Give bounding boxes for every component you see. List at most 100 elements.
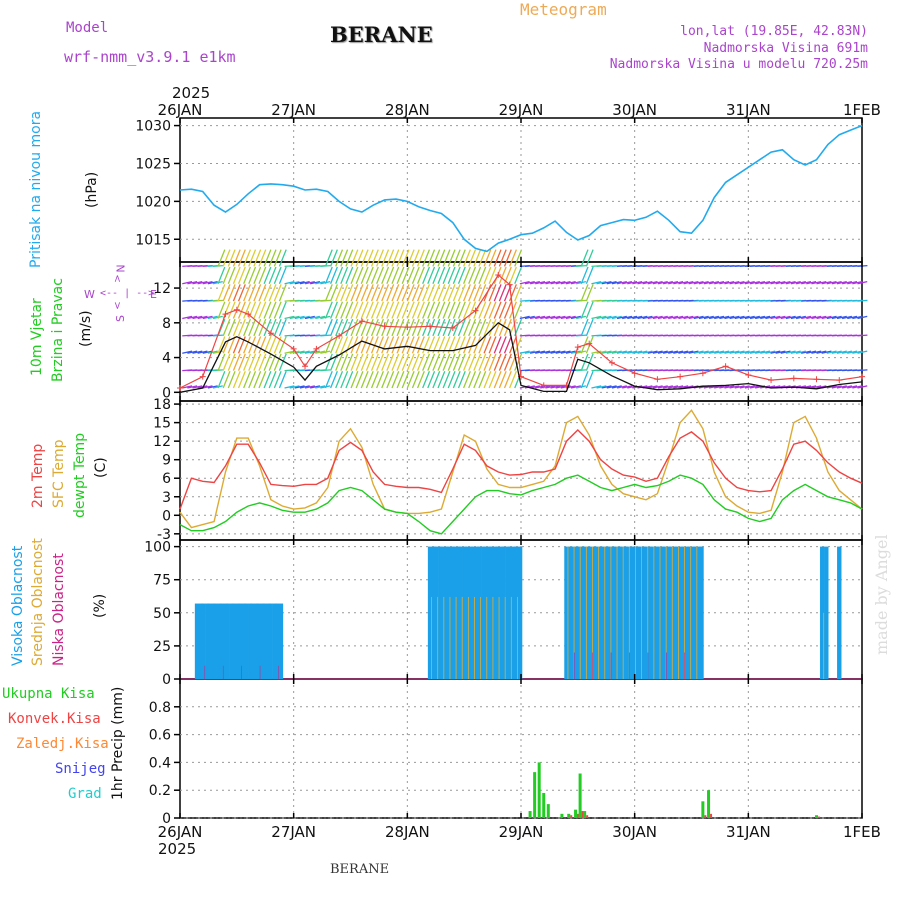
wind-arrow xyxy=(350,336,359,354)
wind-arrow xyxy=(627,315,638,320)
wind-arrow xyxy=(580,318,589,337)
wind-arrow xyxy=(468,318,477,337)
wind-arrow xyxy=(841,315,853,320)
wind-compass: N > W E <-- | --> < S xyxy=(84,262,164,324)
top-date-tick: 30JAN xyxy=(612,101,657,119)
wind-arrow xyxy=(724,315,735,320)
y-tick-label: 0.4 xyxy=(149,755,171,771)
wind-arrow xyxy=(335,318,344,337)
wind-arrow xyxy=(350,371,359,389)
wind-arrow xyxy=(457,336,466,354)
wind-arrow xyxy=(452,284,461,302)
precip-legend-conv: Konvek.Kisa xyxy=(8,711,101,727)
wind-arrow xyxy=(217,301,226,319)
wind-arrow xyxy=(847,281,858,285)
wind-arrow xyxy=(483,318,492,337)
wind-arrow xyxy=(514,249,523,267)
wind-arrow xyxy=(278,318,287,337)
wind-arrow xyxy=(627,281,638,285)
y-tick-label: 8 xyxy=(162,316,171,332)
wind-arrow xyxy=(427,353,436,371)
wind-arrow xyxy=(310,350,321,354)
wind-arrow xyxy=(330,318,338,337)
precip-bar-total xyxy=(707,790,711,818)
wind-arrow xyxy=(258,249,267,267)
wind-gust-point xyxy=(654,376,661,383)
wind-arrow xyxy=(847,385,858,389)
wind-arrow xyxy=(503,336,512,354)
cloud-bar-high xyxy=(680,546,686,679)
precip-bar-conv xyxy=(710,813,713,818)
wind-arrow xyxy=(355,336,364,354)
wind-arrow xyxy=(350,301,359,319)
wind-arrow xyxy=(606,385,617,389)
wind-arrow xyxy=(427,371,436,389)
wind-arrow xyxy=(432,249,441,267)
wind-gust-point xyxy=(267,330,274,337)
wind-arrow xyxy=(360,353,369,371)
wind-arrow xyxy=(273,318,282,337)
wind-arrow xyxy=(841,350,853,354)
wind-arrow xyxy=(304,315,315,320)
wind-arrow xyxy=(729,281,740,285)
wind-arrow xyxy=(432,371,441,389)
wind-arrow xyxy=(509,371,517,389)
wind-speed-line xyxy=(179,321,863,393)
wind-arrow xyxy=(591,281,602,285)
wind-arrow xyxy=(488,336,497,354)
cloud-bar-high xyxy=(464,546,470,679)
wind-arrow xyxy=(488,249,497,267)
wind-arrow xyxy=(427,249,436,267)
cloud-bar-high xyxy=(207,603,212,679)
wind-arrow xyxy=(585,249,594,267)
wind-arrow xyxy=(535,281,546,285)
wind-arrow xyxy=(519,315,530,320)
wind-arrow xyxy=(657,315,668,320)
cloud-bar-high xyxy=(483,546,488,679)
cloud-bar-high xyxy=(278,603,284,679)
wind-arrow xyxy=(340,371,349,389)
wind-arrow xyxy=(478,266,487,284)
wind-arrow xyxy=(253,284,262,302)
cloud-bar-high xyxy=(262,603,267,679)
wind-arrow xyxy=(503,318,512,337)
wind-arrow xyxy=(678,281,689,285)
cloud-unit: (%) xyxy=(92,593,108,618)
wind-gust-point xyxy=(495,272,502,279)
compass-w: W xyxy=(84,288,95,301)
wind-arrow xyxy=(591,350,602,354)
wind-arrow xyxy=(406,301,415,319)
wind-gust-point xyxy=(336,332,343,339)
wind-arrow xyxy=(857,385,868,389)
wind-arrow xyxy=(596,350,607,354)
cloud-bar-high xyxy=(650,546,655,679)
wind-arrow xyxy=(765,350,776,354)
wind-arrow xyxy=(207,315,218,320)
wind-arrow xyxy=(473,266,482,284)
precip-bar-total xyxy=(815,815,819,818)
wind-arrow xyxy=(315,350,326,354)
precip-bar-total xyxy=(578,773,582,818)
wind-arrow xyxy=(847,315,858,320)
wind-arrow xyxy=(222,353,231,371)
wind-arrow xyxy=(442,266,451,284)
wind-arrow xyxy=(698,315,709,320)
meteogram-title: Meteogram xyxy=(520,0,607,19)
precip-legend-snow: Snijeg xyxy=(55,761,106,777)
cloud-bar-high xyxy=(452,546,457,679)
wind-arrow xyxy=(411,336,420,354)
wind-arrow xyxy=(642,281,653,285)
wind-arrow xyxy=(432,301,441,319)
wind-arrow xyxy=(263,353,272,371)
wind-arrow xyxy=(652,315,663,320)
cloud-bar-high xyxy=(517,546,523,679)
wind-arrow xyxy=(437,301,446,319)
wind-gust-point xyxy=(631,370,638,377)
wind-arrow xyxy=(391,266,400,284)
y-tick-label: -3 xyxy=(157,527,171,543)
wind-arrow xyxy=(493,353,502,371)
wind-arrow xyxy=(601,385,612,389)
cloud-bar-high xyxy=(601,546,606,679)
wind-arrow xyxy=(406,266,415,284)
wind-arrow xyxy=(841,281,853,285)
